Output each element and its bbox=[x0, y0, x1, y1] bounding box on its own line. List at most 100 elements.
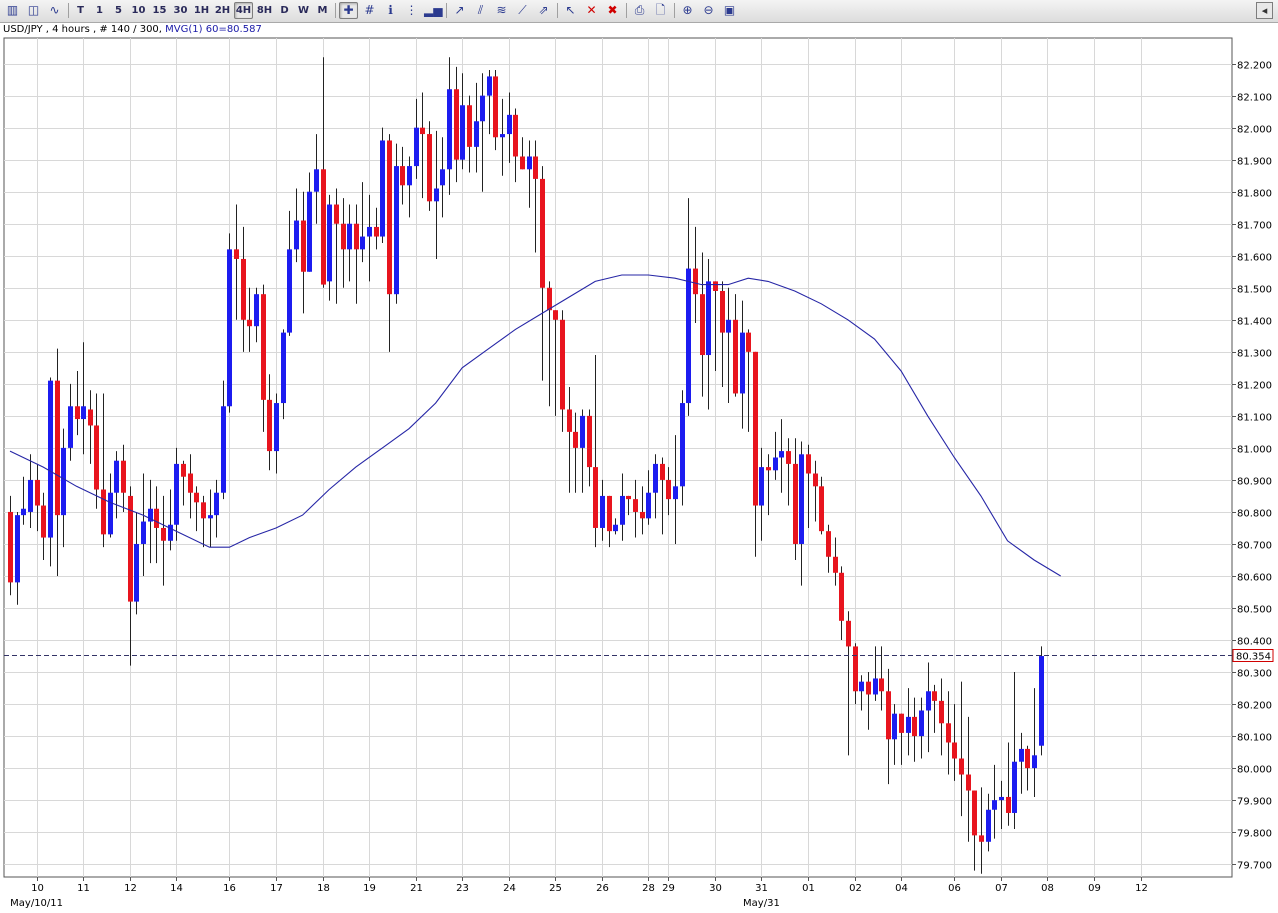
timeframe-4h-button[interactable]: 4H bbox=[234, 2, 253, 19]
candle-body bbox=[866, 681, 871, 695]
timeframe-1-button[interactable]: 1 bbox=[96, 5, 103, 16]
candle bbox=[454, 66, 459, 183]
candle bbox=[427, 121, 432, 211]
candle bbox=[520, 137, 525, 170]
candle bbox=[8, 495, 13, 596]
candle bbox=[939, 678, 944, 756]
candle-body bbox=[846, 620, 851, 647]
candle-body bbox=[221, 406, 226, 493]
candle bbox=[174, 447, 179, 541]
close-chart-button[interactable]: ◂ bbox=[1256, 2, 1273, 19]
zoom-in-button[interactable]: ⊕ bbox=[678, 2, 697, 19]
print-button[interactable]: ⎙ bbox=[630, 2, 649, 19]
candle bbox=[587, 409, 592, 487]
candle bbox=[181, 460, 186, 506]
candle-body bbox=[374, 226, 379, 237]
candle-body bbox=[753, 351, 758, 506]
candle bbox=[693, 226, 698, 324]
candle-body bbox=[673, 486, 678, 500]
timeframe-8h-button[interactable]: 8H bbox=[256, 5, 273, 16]
print-preview-button[interactable]: 🗋 bbox=[651, 2, 670, 19]
timeframe-d-button[interactable]: D bbox=[280, 5, 289, 16]
candle-body bbox=[813, 473, 818, 487]
line-chart-button[interactable]: ∿ bbox=[45, 2, 64, 19]
candle bbox=[846, 611, 851, 756]
candle bbox=[467, 95, 472, 173]
timeframe-10-button[interactable]: 10 bbox=[131, 5, 146, 16]
y-axis: 82.200 82.100 82.000 81.900 81.800 81.700 81.6… bbox=[4, 61, 1272, 872]
delete-all-button[interactable]: ✖ bbox=[603, 2, 622, 19]
candle-body bbox=[460, 105, 465, 160]
candle-body bbox=[912, 716, 917, 737]
timeframe-2h-button[interactable]: 2H bbox=[214, 5, 231, 16]
candle-body bbox=[799, 454, 804, 544]
pointer-button[interactable]: ↖ bbox=[561, 2, 580, 19]
candle-body bbox=[294, 220, 299, 250]
candle bbox=[354, 204, 359, 304]
candle bbox=[786, 438, 791, 506]
trend-line-button[interactable]: ↗ bbox=[450, 2, 469, 19]
candle bbox=[813, 460, 818, 522]
bar-chart-button[interactable]: ▥ bbox=[3, 2, 22, 19]
candle bbox=[607, 495, 612, 548]
fibonacci-button[interactable]: ≋ bbox=[492, 2, 511, 19]
timeframe-30-button[interactable]: 30 bbox=[173, 5, 188, 16]
zoom-out-button[interactable]: ⊖ bbox=[699, 2, 718, 19]
candle bbox=[620, 473, 625, 541]
candle bbox=[839, 566, 844, 641]
timeframe-5-button[interactable]: 5 bbox=[115, 5, 122, 16]
candle bbox=[986, 793, 991, 852]
candle bbox=[540, 166, 545, 381]
channel-button[interactable]: ⫽ bbox=[471, 2, 490, 19]
candle bbox=[154, 486, 159, 564]
candle-body bbox=[1019, 748, 1024, 762]
candle-body bbox=[1006, 796, 1011, 813]
candle-body bbox=[227, 249, 232, 407]
gann-button[interactable]: ⟋ bbox=[513, 2, 532, 19]
candle bbox=[188, 454, 193, 519]
timeframe-1h-button[interactable]: 1H bbox=[193, 5, 210, 16]
zoom-out-icon: ⊖ bbox=[703, 3, 714, 17]
candle-body bbox=[128, 495, 133, 602]
zoom-reset-icon: ▣ bbox=[723, 3, 736, 17]
y-tick-label: 81.000 bbox=[1237, 445, 1272, 456]
candle bbox=[886, 668, 891, 785]
candle bbox=[560, 310, 565, 432]
candle bbox=[234, 204, 239, 320]
timeframe-15-button[interactable]: 15 bbox=[152, 5, 167, 16]
candle bbox=[267, 374, 272, 471]
crosshair-button[interactable]: ✚ bbox=[339, 2, 358, 19]
candle bbox=[261, 284, 266, 432]
candle bbox=[932, 684, 937, 733]
candle bbox=[327, 194, 332, 301]
candle bbox=[341, 198, 346, 288]
candle-body bbox=[892, 713, 897, 740]
line-chart-icon: ∿ bbox=[49, 3, 60, 17]
zoom-reset-button[interactable]: ▣ bbox=[720, 2, 739, 19]
x-tick-label: 09 bbox=[1088, 883, 1101, 894]
candle bbox=[919, 697, 924, 759]
grid-button[interactable]: # bbox=[360, 2, 379, 19]
print-icon: ⎙ bbox=[634, 3, 645, 17]
candle bbox=[301, 191, 306, 314]
info-button[interactable]: ℹ bbox=[381, 2, 400, 19]
candle bbox=[653, 454, 658, 519]
candle-body bbox=[952, 742, 957, 759]
x-tick-label: 02 bbox=[849, 883, 862, 894]
arrow-button[interactable]: ⇗ bbox=[534, 2, 553, 19]
timeframe-w-button[interactable]: W bbox=[297, 5, 310, 16]
timeframe-tick-button[interactable]: T bbox=[77, 5, 84, 16]
candle bbox=[673, 435, 678, 544]
data-window-button[interactable]: ⋮ bbox=[402, 2, 421, 19]
candlestick-chart-button[interactable]: ◫ bbox=[24, 2, 43, 19]
candle bbox=[593, 355, 598, 548]
delete-object-button[interactable]: ✕ bbox=[582, 2, 601, 19]
volume-button[interactable]: ▂▅ bbox=[423, 2, 442, 19]
candle-body bbox=[640, 511, 645, 519]
candle-body bbox=[833, 556, 838, 573]
candle bbox=[434, 130, 439, 259]
timeframe-m-button[interactable]: M bbox=[317, 5, 328, 16]
toolbar-separator bbox=[626, 3, 627, 18]
candle-body bbox=[646, 492, 651, 519]
